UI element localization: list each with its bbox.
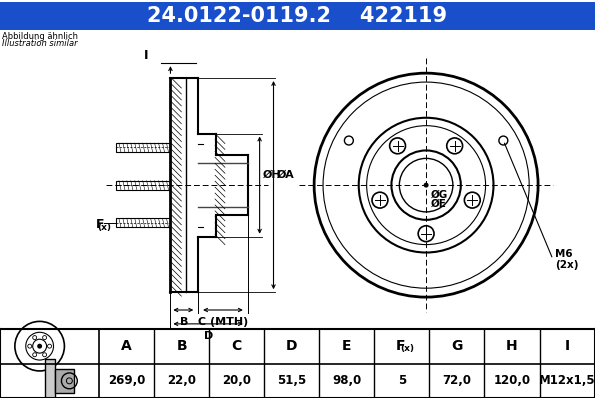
Text: B: B: [176, 339, 187, 353]
Text: ØH: ØH: [263, 170, 281, 180]
FancyBboxPatch shape: [44, 359, 55, 400]
FancyBboxPatch shape: [116, 181, 170, 190]
Text: ØA: ØA: [277, 170, 294, 180]
Text: Illustration similar: Illustration similar: [2, 40, 77, 48]
Text: M6
(2x): M6 (2x): [555, 249, 578, 270]
Text: I: I: [565, 339, 569, 353]
Text: D: D: [286, 339, 298, 353]
Text: C (MTH): C (MTH): [198, 317, 248, 327]
Text: F: F: [95, 218, 104, 231]
Text: F: F: [396, 339, 406, 353]
FancyBboxPatch shape: [0, 2, 595, 30]
FancyBboxPatch shape: [55, 369, 74, 393]
Text: E: E: [342, 339, 352, 353]
Text: (x): (x): [97, 223, 111, 232]
Text: G: G: [451, 339, 463, 353]
Text: Abbildung ähnlich: Abbildung ähnlich: [2, 32, 78, 40]
Text: 5: 5: [398, 374, 406, 387]
Text: 24.0122-0119.2    422119: 24.0122-0119.2 422119: [147, 6, 448, 26]
Text: ØE: ØE: [431, 199, 447, 209]
Text: B: B: [180, 317, 188, 327]
Text: 72,0: 72,0: [442, 374, 472, 387]
Text: M12x1,5: M12x1,5: [539, 374, 595, 387]
FancyBboxPatch shape: [116, 218, 170, 227]
Text: D: D: [205, 331, 214, 341]
Text: 98,0: 98,0: [332, 374, 361, 387]
Text: H: H: [506, 339, 518, 353]
FancyBboxPatch shape: [116, 143, 170, 152]
Text: I: I: [143, 49, 148, 62]
Text: 120,0: 120,0: [493, 374, 530, 387]
Circle shape: [37, 344, 42, 349]
Text: 269,0: 269,0: [108, 374, 145, 387]
Circle shape: [424, 183, 428, 188]
Text: ØG: ØG: [431, 190, 448, 200]
Text: 22,0: 22,0: [167, 374, 196, 387]
FancyBboxPatch shape: [0, 329, 595, 398]
Text: (x): (x): [400, 344, 414, 353]
Text: C: C: [232, 339, 242, 353]
Text: 20,0: 20,0: [222, 374, 251, 387]
Text: 51,5: 51,5: [277, 374, 307, 387]
Text: A: A: [121, 339, 132, 353]
